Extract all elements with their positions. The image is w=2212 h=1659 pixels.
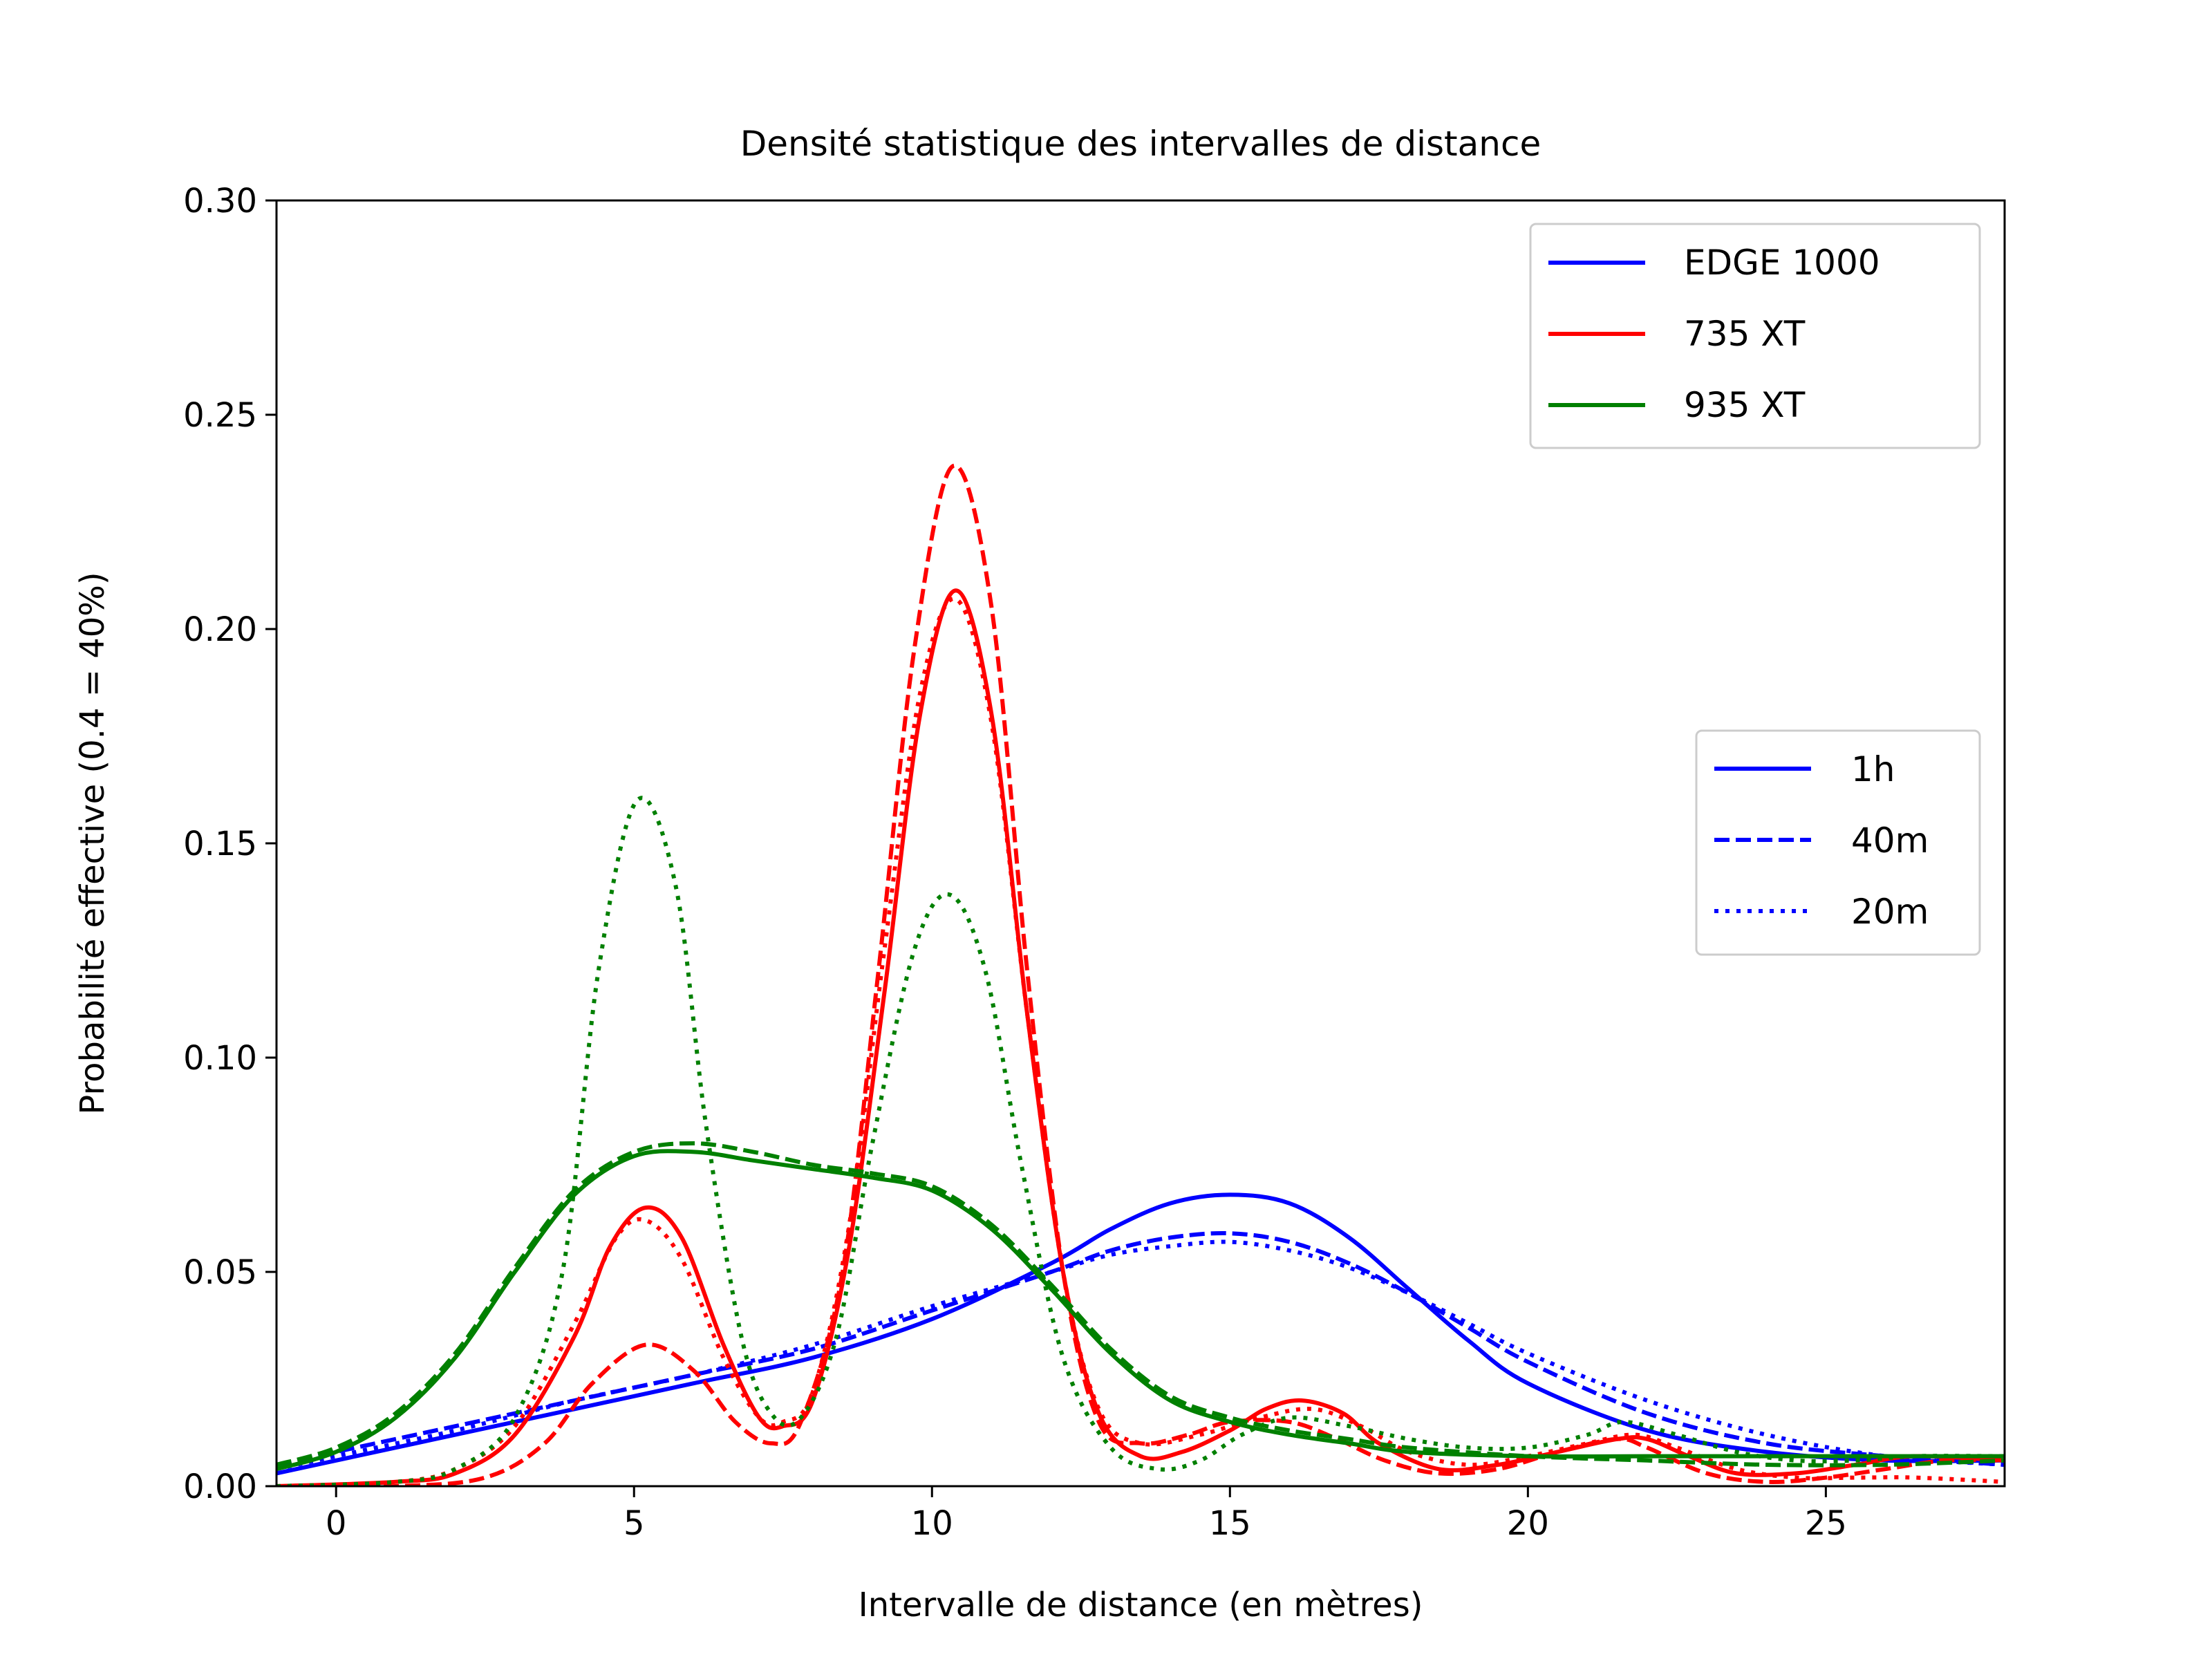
series-line-edge-1000-20m [276, 1239, 2005, 1472]
x-tick-label: 25 [1805, 1504, 1847, 1543]
legend-durations-box [1695, 729, 1981, 956]
legend-durations-label-2: 20m [1851, 892, 1929, 932]
y-tick-label: 0.20 [183, 610, 257, 649]
legend-devices-label-1: 735 XT [1684, 314, 1806, 354]
legend-devices-label-2: 935 XT [1684, 385, 1806, 425]
x-tick-label: 5 [624, 1504, 645, 1543]
x-tick-label: 20 [1507, 1504, 1549, 1543]
x-tick-label: 15 [1209, 1504, 1251, 1543]
legend-devices-box [1529, 223, 1981, 449]
legend-devices: EDGE 1000 735 XT 935 XT [1529, 223, 1981, 449]
series-line-935-xt-20m [276, 796, 2005, 1486]
y-tick-label: 0.25 [183, 396, 257, 435]
x-tick-label: 0 [326, 1504, 347, 1543]
legend-durations-label-0: 1h [1851, 749, 1895, 789]
series-line-edge-1000-40m [276, 1231, 2005, 1467]
y-tick-label: 0.05 [183, 1253, 257, 1292]
series-line-935-xt-1h [276, 1149, 2005, 1472]
series-line-edge-1000-1h [276, 1192, 2005, 1476]
series-line-935-xt-40m [276, 1141, 2005, 1468]
x-tick-label: 10 [911, 1504, 953, 1543]
y-tick-label: 0.10 [183, 1039, 257, 1078]
legend-durations-label-1: 40m [1851, 821, 1929, 861]
y-tick-label: 0.30 [183, 182, 257, 221]
series-line-735-xt-40m [276, 463, 2005, 1486]
y-tick-label: 0.00 [183, 1468, 257, 1506]
legend-devices-label-0: EDGE 1000 [1684, 243, 1880, 283]
y-axis-label: Probabilité effective (0.4 = 40%) [73, 572, 112, 1114]
y-tick-label: 0.15 [183, 825, 257, 863]
chart-title: Densité statistique des intervalles de d… [740, 124, 1541, 164]
y-axis: 0.00 0.05 0.10 0.15 0.20 0.25 0.30 [183, 182, 276, 1506]
series-layer [276, 463, 2005, 1486]
x-axis: 0 5 10 15 20 25 [326, 1486, 1847, 1543]
x-axis-label: Intervalle de distance (en mètres) [859, 1586, 1423, 1624]
legend-durations: 1h 40m 20m [1695, 729, 1981, 956]
